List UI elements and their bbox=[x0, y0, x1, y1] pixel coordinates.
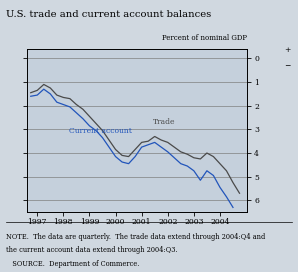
Text: +: + bbox=[284, 46, 290, 54]
Text: Current account: Current account bbox=[69, 126, 131, 135]
Text: −: − bbox=[284, 63, 290, 70]
Text: Percent of nominal GDP: Percent of nominal GDP bbox=[162, 35, 247, 42]
Text: NOTE.  The data are quarterly.  The trade data extend through 2004:Q4 and: NOTE. The data are quarterly. The trade … bbox=[6, 233, 265, 240]
Text: U.S. trade and current account balances: U.S. trade and current account balances bbox=[6, 10, 211, 19]
Text: the current account data extend through 2004:Q3.: the current account data extend through … bbox=[6, 246, 178, 254]
Text: Trade: Trade bbox=[153, 118, 176, 126]
Text: SOURCE.  Department of Commerce.: SOURCE. Department of Commerce. bbox=[6, 260, 139, 268]
